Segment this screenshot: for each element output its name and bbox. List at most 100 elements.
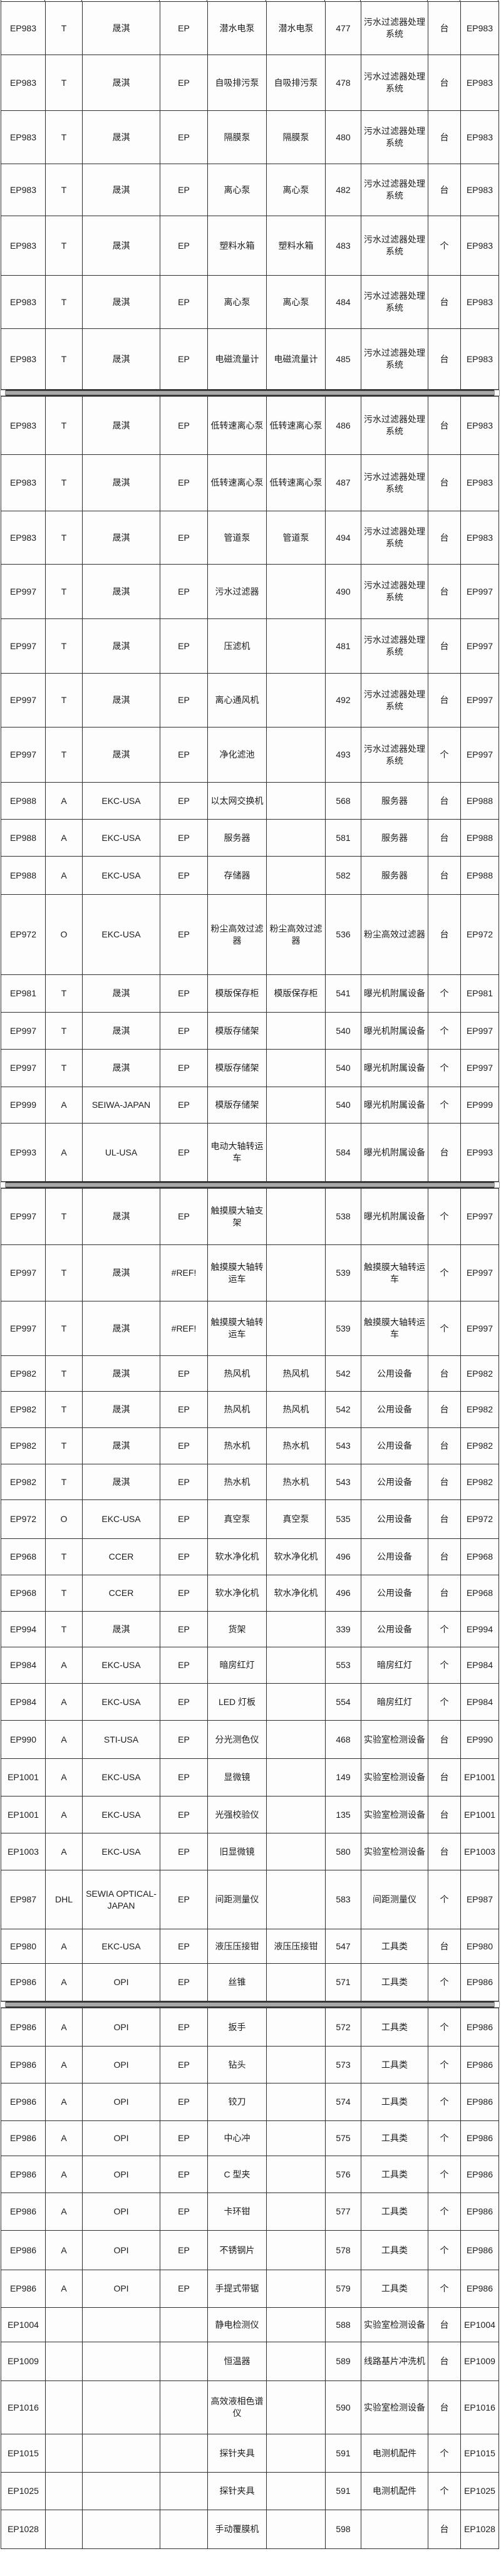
cell-item-name: 以太网交换机 [207, 782, 267, 820]
cell-series: EP [160, 1796, 208, 1833]
cell-asset-number: 542 [325, 1355, 361, 1392]
cell-item-name-2 [266, 2472, 326, 2510]
cell-item-name-2: 热水机 [266, 1464, 326, 1500]
cell-category: 触摸膜大轴转运车 [361, 1301, 428, 1356]
cell-series: EP [160, 55, 208, 111]
cell-series: EP [160, 2046, 208, 2083]
cell-category: 实验室检测设备 [361, 1720, 428, 1759]
cell-flag: T [45, 618, 83, 674]
cell-flag: T [45, 110, 83, 164]
cell-series: EP [160, 1758, 208, 1796]
cell-category: 工具类 [361, 2046, 428, 2083]
cell-company: 晟淇 [82, 1244, 160, 1301]
table-row: EP983 T 晟淇 EP 电磁流量计 电磁流量计 485 污水过滤器处理系统台 EP983 [1, 328, 499, 390]
cell-company: 晟淇 [82, 1355, 160, 1392]
cell-code: EP986 [1, 2230, 46, 2270]
table-row: EP968 T CCER EP 软水净化机 软水净化机 496 公用设备台 EP968 [1, 1575, 499, 1612]
table-top-edge-cell [45, 0, 82, 1]
table-row: EP983 T 晟淇 EP 离心泵 离心泵 484 污水过滤器处理系统台 EP983 [1, 275, 499, 329]
cell-item-name: 触摸膜大轴支架 [207, 1188, 267, 1245]
cell-code: EP982 [1, 1355, 46, 1392]
table-row: EP988 A EKC-USA EP 以太网交换机 568 服务器台 EP988 [1, 782, 499, 820]
cell-flag: T [45, 164, 83, 216]
cell-item-name: 离心泵 [207, 275, 267, 329]
cell-item-name-2 [266, 1758, 326, 1796]
cell-code: EP983 [1, 110, 46, 164]
cell-company: 晟淇 [82, 564, 160, 619]
cell-asset-number: 583 [325, 1870, 361, 1929]
table-top-edge [1, 0, 499, 1]
cell-asset-number: 540 [325, 1049, 361, 1087]
cell-flag [45, 2307, 83, 2342]
cell-asset-number: 477 [325, 1, 361, 55]
cell-item-name-2 [266, 2008, 326, 2047]
table-top-edge-cell [460, 0, 498, 1]
table-row: EP997 T 晟淇 EP 压滤机 481 污水过滤器处理系统台 EP997 [1, 618, 499, 674]
cell-item-name-2: 低转速离心泵 [266, 396, 326, 455]
cell-unit: 个 [428, 2008, 461, 2047]
cell-series: EP [160, 618, 208, 674]
cell-code-2: EP987 [460, 1870, 499, 1929]
cell-code-2: EP997 [460, 1188, 499, 1245]
cell-company: EKC-USA [82, 1833, 160, 1870]
cell-company: OPI [82, 2230, 160, 2270]
cell-series: EP [160, 782, 208, 820]
cell-code: EP997 [1, 1301, 46, 1356]
cell-item-name-2 [266, 1123, 326, 1182]
cell-company: EKC-USA [82, 1683, 160, 1721]
cell-code: EP972 [1, 894, 46, 975]
cell-code-2: EP1003 [460, 1833, 499, 1870]
cell-unit: 台 [428, 1427, 461, 1464]
cell-unit: 个 [428, 2120, 461, 2156]
cell-asset-number: 492 [325, 673, 361, 727]
cell-asset-number: 468 [325, 1720, 361, 1759]
cell-flag: O [45, 894, 83, 975]
cell-company [82, 2307, 160, 2342]
table-row: EP981 T 晟淇 EP 模版保存柜 模版保存柜 541 曝光机附属设备个 EP981 [1, 974, 499, 1013]
cell-series: EP [160, 1683, 208, 1721]
cell-company: CCER [82, 1575, 160, 1612]
cell-item-name: 离心泵 [207, 164, 267, 216]
cell-series: EP [160, 396, 208, 455]
cell-code-2: EP986 [460, 2193, 499, 2231]
table-row: EP986 A OPI EP 钻头 573 工具类个 EP986 [1, 2046, 499, 2083]
cell-code: EP999 [1, 1087, 46, 1124]
table-row: EP1003 A EKC-USA EP 旧显微镜 580 实验室检测设备台 EP1003 [1, 1833, 499, 1870]
cell-series: EP [160, 1538, 208, 1575]
cell-code-2: EP983 [460, 164, 499, 216]
cell-item-name-2: 热水机 [266, 1427, 326, 1464]
cell-code: EP986 [1, 2156, 46, 2193]
cell-code: EP986 [1, 2008, 46, 2047]
cell-code-2: EP1001 [460, 1758, 499, 1796]
cell-item-name: 间距测量仪 [207, 1870, 267, 1929]
cell-code: EP983 [1, 55, 46, 111]
cell-code: EP1004 [1, 2307, 46, 2342]
section-divider [0, 2001, 500, 2008]
cell-item-name-2 [266, 2193, 326, 2231]
cell-flag: T [45, 1575, 83, 1612]
table-row: EP987 DHL SEWIA OPTICAL-JAPAN EP 间距测量仪 583 间距测… [1, 1870, 499, 1929]
cell-item-name-2 [266, 1244, 326, 1301]
cell-code-2: EP986 [460, 2120, 499, 2156]
table-top-edge-cell [428, 0, 460, 1]
table-row: EP972 O EKC-USA EP 粉尘高效过滤器 粉尘高效过滤器 536 粉尘高效过滤器台… [1, 894, 499, 975]
cell-code-2: EP986 [460, 1963, 499, 2001]
cell-asset-number: 535 [325, 1499, 361, 1539]
cell-asset-number: 571 [325, 1963, 361, 2001]
table-row: EP997 T 晟淇 #REF! 触摸膜大轴转运车 539 触摸膜大轴转运车个 EP997 [1, 1301, 499, 1356]
cell-item-name: 探针夹具 [207, 2472, 267, 2510]
table-row: EP983 T 晟淇 EP 潜水电泵 潜水电泵 477 污水过滤器处理系统台 EP983 [1, 1, 499, 55]
cell-category: 服务器 [361, 856, 428, 895]
cell-code-2: EP986 [460, 2008, 499, 2047]
cell-series: EP [160, 2120, 208, 2156]
cell-series: EP [160, 894, 208, 975]
cell-item-name-2 [266, 2380, 326, 2434]
cell-unit: 台 [428, 1499, 461, 1539]
cell-category: 服务器 [361, 782, 428, 820]
cell-code: EP988 [1, 856, 46, 895]
table-row: EP983 T 晟淇 EP 塑料水箱 塑料水箱 483 污水过滤器处理系统个 EP983 [1, 216, 499, 276]
cell-item-name: 钻头 [207, 2046, 267, 2083]
cell-code: EP994 [1, 1611, 46, 1647]
table-row: EP968 T CCER EP 软水净化机 软水净化机 496 公用设备台 EP968 [1, 1538, 499, 1575]
cell-item-name: 压滤机 [207, 618, 267, 674]
